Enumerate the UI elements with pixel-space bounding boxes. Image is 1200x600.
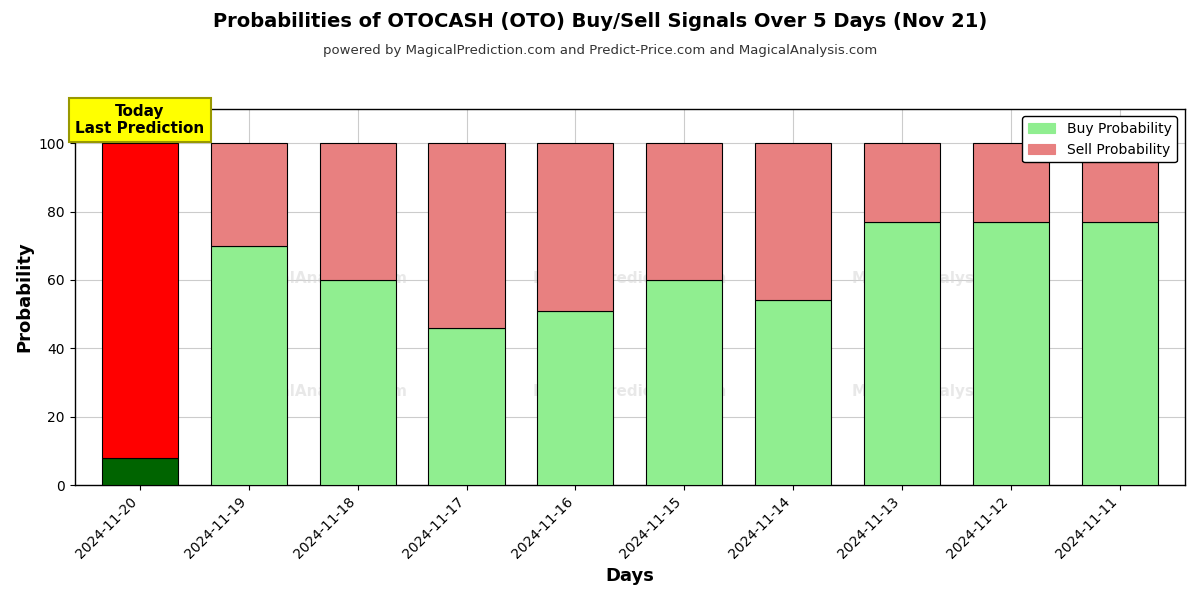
Bar [646,143,722,280]
Bar [102,458,178,485]
Bar [646,280,722,485]
Bar [538,311,613,485]
Bar [428,328,505,485]
Bar [1081,222,1158,485]
Bar [755,143,832,301]
Bar [211,143,287,246]
Bar [319,280,396,485]
Text: powered by MagicalPrediction.com and Predict-Price.com and MagicalAnalysis.com: powered by MagicalPrediction.com and Pre… [323,44,877,57]
Bar [1081,143,1158,222]
Text: Probabilities of OTOCASH (OTO) Buy/Sell Signals Over 5 Days (Nov 21): Probabilities of OTOCASH (OTO) Buy/Sell … [212,12,988,31]
Bar [973,222,1049,485]
Bar [864,143,940,222]
Bar [428,143,505,328]
X-axis label: Days: Days [605,567,654,585]
Bar [755,301,832,485]
Text: MagicalPrediction.com: MagicalPrediction.com [533,271,727,286]
Bar [864,222,940,485]
Text: MagicalPrediction.com: MagicalPrediction.com [533,383,727,398]
Y-axis label: Probability: Probability [16,242,34,352]
Bar [102,143,178,458]
Text: MagicalAnalysis.com: MagicalAnalysis.com [230,271,408,286]
Legend: Buy Probability, Sell Probability: Buy Probability, Sell Probability [1022,116,1177,163]
Bar [973,143,1049,222]
Bar [319,143,396,280]
Text: MagicalAnalysis.com: MagicalAnalysis.com [230,383,408,398]
Text: Today
Last Prediction: Today Last Prediction [76,104,204,136]
Bar [538,143,613,311]
Bar [211,246,287,485]
Text: MagicalAnalysis.com: MagicalAnalysis.com [852,383,1030,398]
Text: MagicalAnalysis.com: MagicalAnalysis.com [852,271,1030,286]
